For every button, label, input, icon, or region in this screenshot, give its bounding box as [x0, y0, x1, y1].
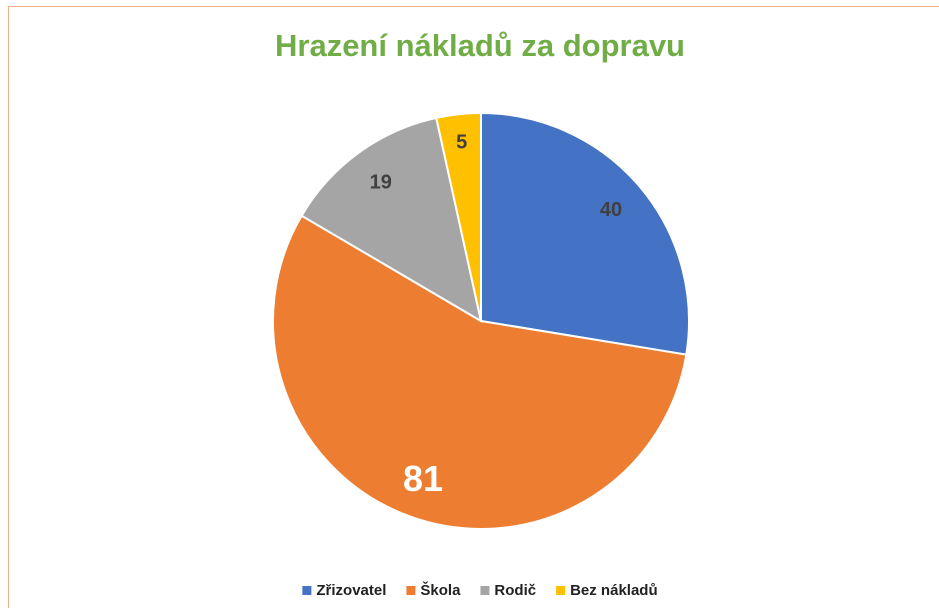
legend-swatch — [556, 586, 566, 595]
data-label: 19 — [370, 171, 392, 193]
pie-slice — [480, 111, 690, 356]
chart-title: Hrazení nákladů za dopravu — [275, 28, 685, 63]
legend-label: Bez nákladů — [570, 582, 658, 599]
pie-slice — [435, 111, 482, 322]
legend-swatch — [302, 586, 312, 595]
data-label: 5 — [456, 131, 467, 153]
pie-slice — [300, 116, 483, 324]
data-label: 40 — [600, 199, 622, 221]
data-label: 81 — [403, 458, 443, 499]
legend-swatch — [406, 586, 416, 595]
legend-label: Škola — [420, 581, 461, 599]
legend-label: Zřizovatel — [316, 582, 386, 599]
legend-label: Rodič — [494, 582, 536, 599]
pie-slice — [272, 214, 688, 530]
legend-swatch — [480, 586, 490, 595]
